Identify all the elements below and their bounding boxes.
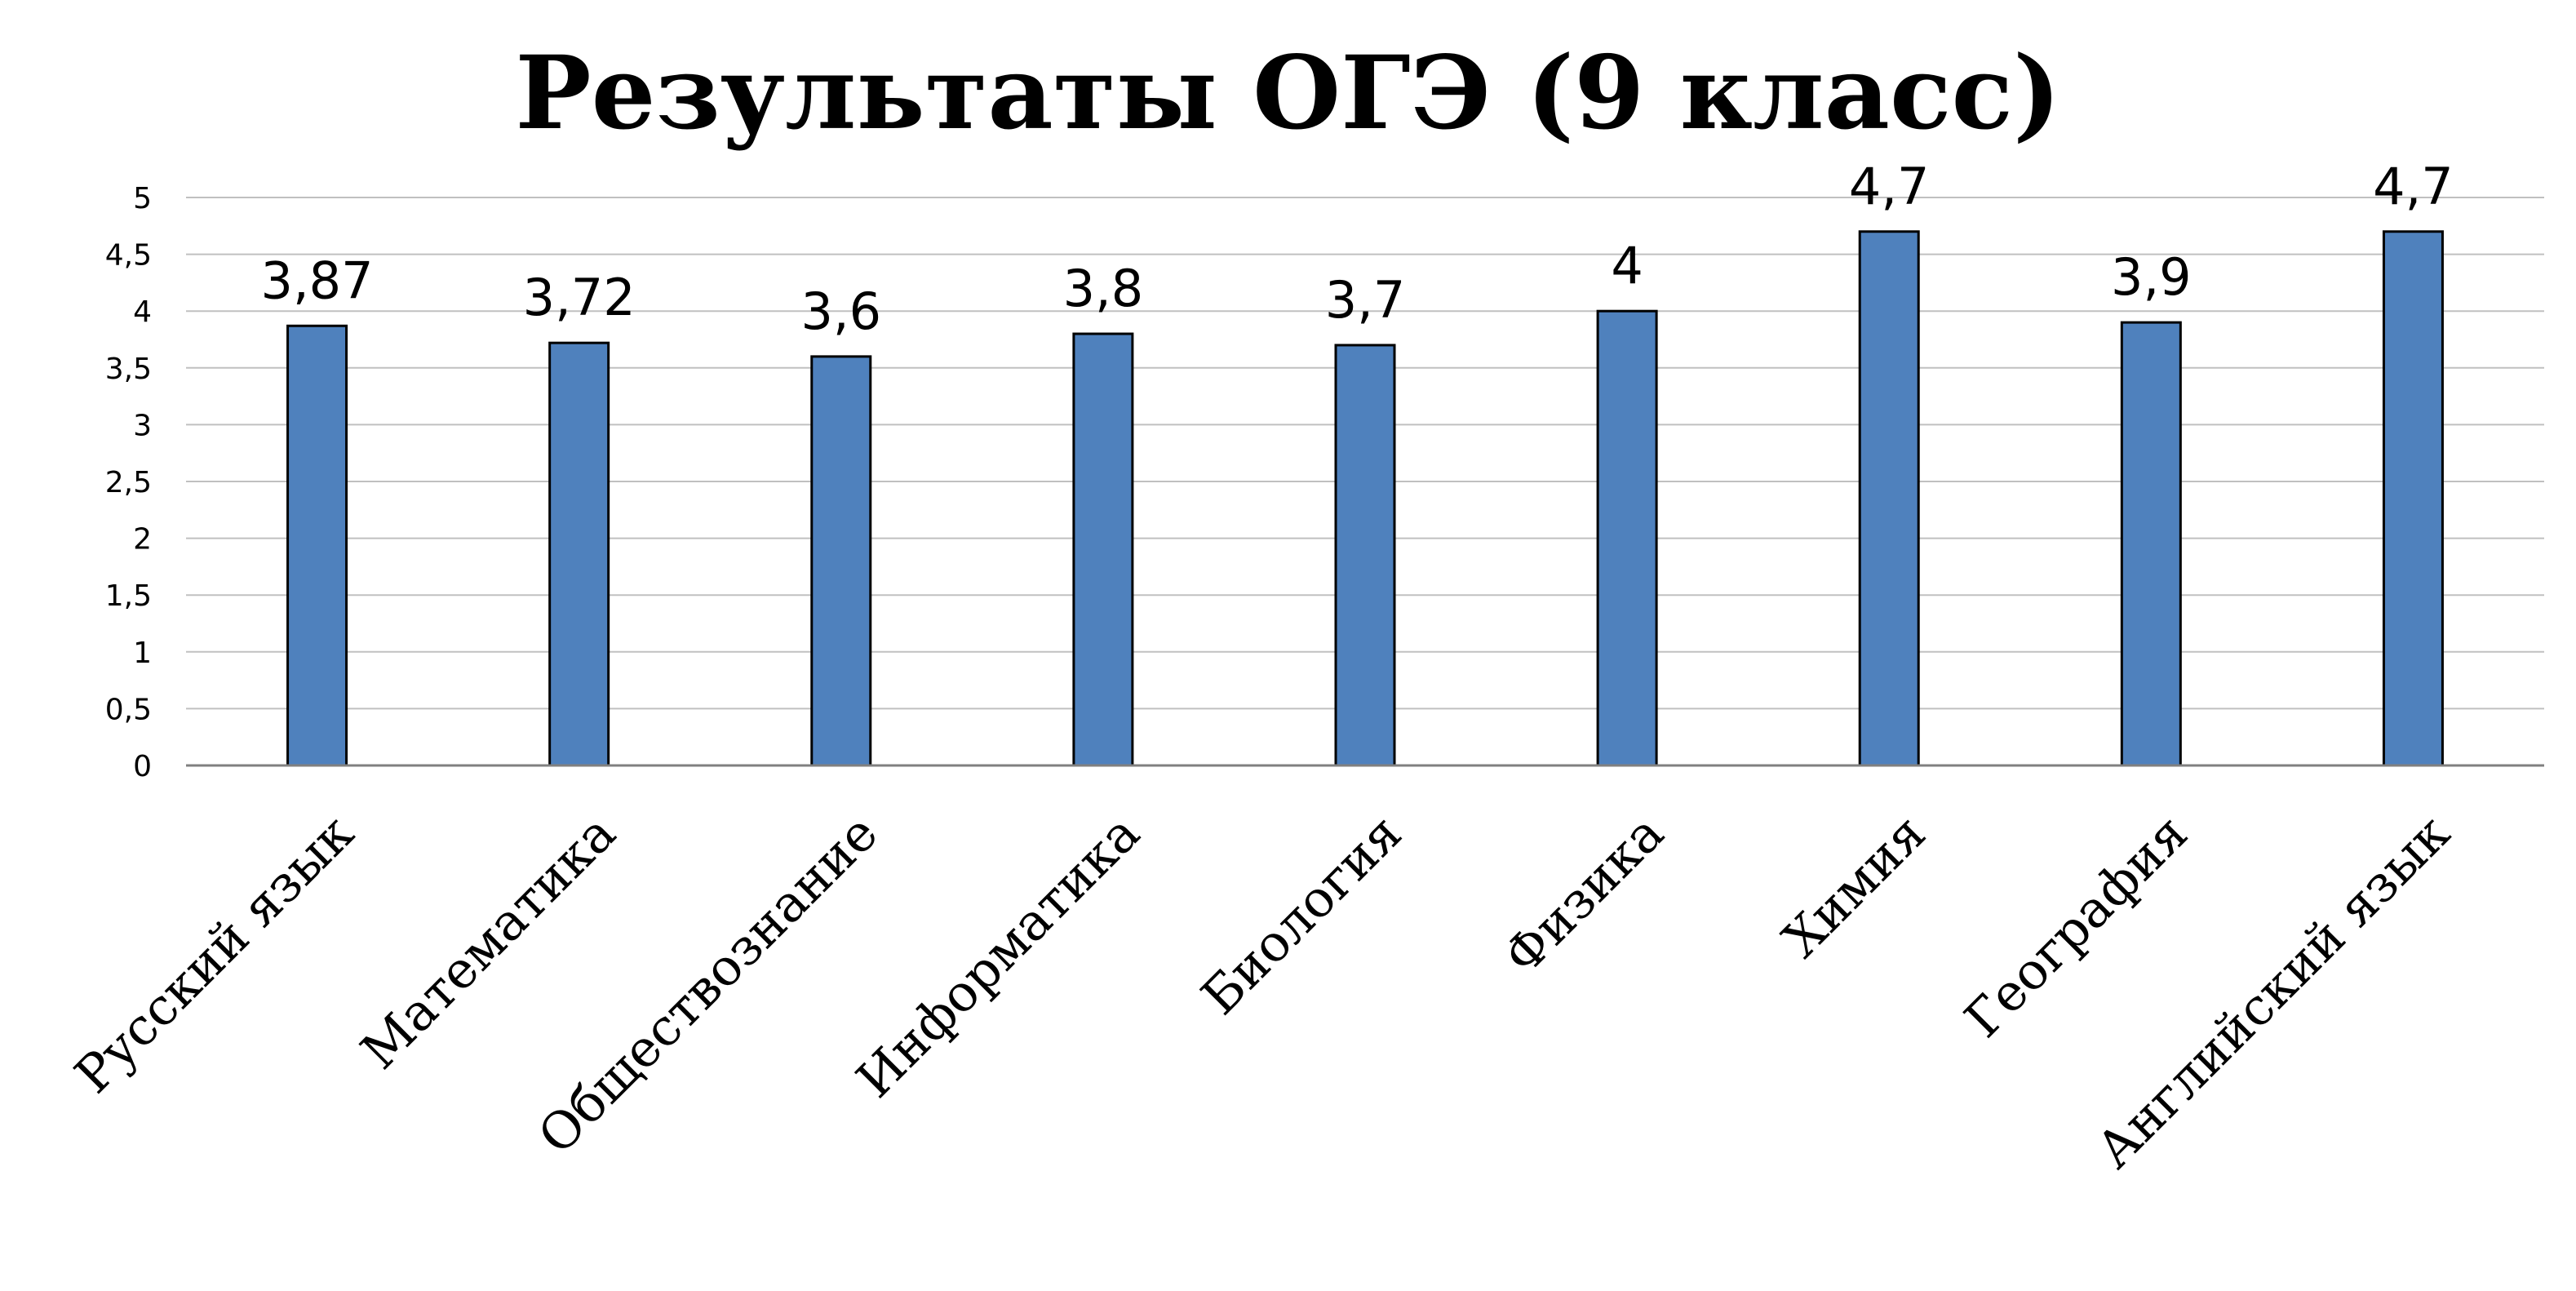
data-label: 3,87 xyxy=(261,251,374,310)
bar xyxy=(1858,230,1920,767)
data-label: 3,8 xyxy=(1063,259,1144,318)
data-label: 3,72 xyxy=(523,268,636,327)
bar xyxy=(548,341,610,767)
y-tick-label: 2 xyxy=(133,523,152,557)
bars xyxy=(286,230,2444,767)
y-tick-label: 5 xyxy=(133,182,152,215)
y-tick-label: 4 xyxy=(133,295,152,329)
y-tick-label: 2,5 xyxy=(105,466,152,499)
data-label: 4,7 xyxy=(1849,157,1930,216)
chart-title: Результаты ОГЭ (9 класс) xyxy=(515,34,2061,153)
category-label: Русский язык xyxy=(63,803,365,1105)
bar xyxy=(1072,332,1134,767)
category-label: Химия xyxy=(1771,803,1937,969)
data-label: 3,9 xyxy=(2111,247,2192,307)
y-tick-label: 3,5 xyxy=(105,353,152,386)
y-tick-label: 1,5 xyxy=(105,579,152,613)
y-tick-label: 0 xyxy=(133,750,152,783)
y-tick-label: 3 xyxy=(133,409,152,442)
bar xyxy=(1334,344,1396,767)
bar xyxy=(286,324,348,767)
category-label: Информатика xyxy=(845,803,1151,1109)
data-label: 3,6 xyxy=(800,282,881,341)
category-label: География xyxy=(1953,803,2199,1049)
data-labels: 3,87 3,72 3,6 3,8 3,7 4 4,7 3,9 4,7 xyxy=(261,157,2454,341)
bar xyxy=(1596,309,1658,767)
y-tick-label: 1 xyxy=(133,637,152,670)
category-label: Биология xyxy=(1190,803,1413,1027)
data-label: 4 xyxy=(1611,236,1643,295)
y-tick-label: 0,5 xyxy=(105,693,152,726)
bar xyxy=(2120,321,2182,767)
y-tick-label: 4,5 xyxy=(105,239,152,273)
x-axis-categories: Русский языкМатематикаОбществознаниеИнфо… xyxy=(63,803,2461,1179)
y-axis-ticks: 0 0,5 1 1,5 2 2,5 3 3,5 4 4,5 5 xyxy=(105,182,152,783)
category-label: Физика xyxy=(1492,803,1675,986)
category-label: Математика xyxy=(349,803,627,1080)
bar xyxy=(810,355,872,767)
data-label: 3,7 xyxy=(1325,270,1406,330)
bar xyxy=(2382,230,2444,767)
data-label: 4,7 xyxy=(2373,157,2454,216)
